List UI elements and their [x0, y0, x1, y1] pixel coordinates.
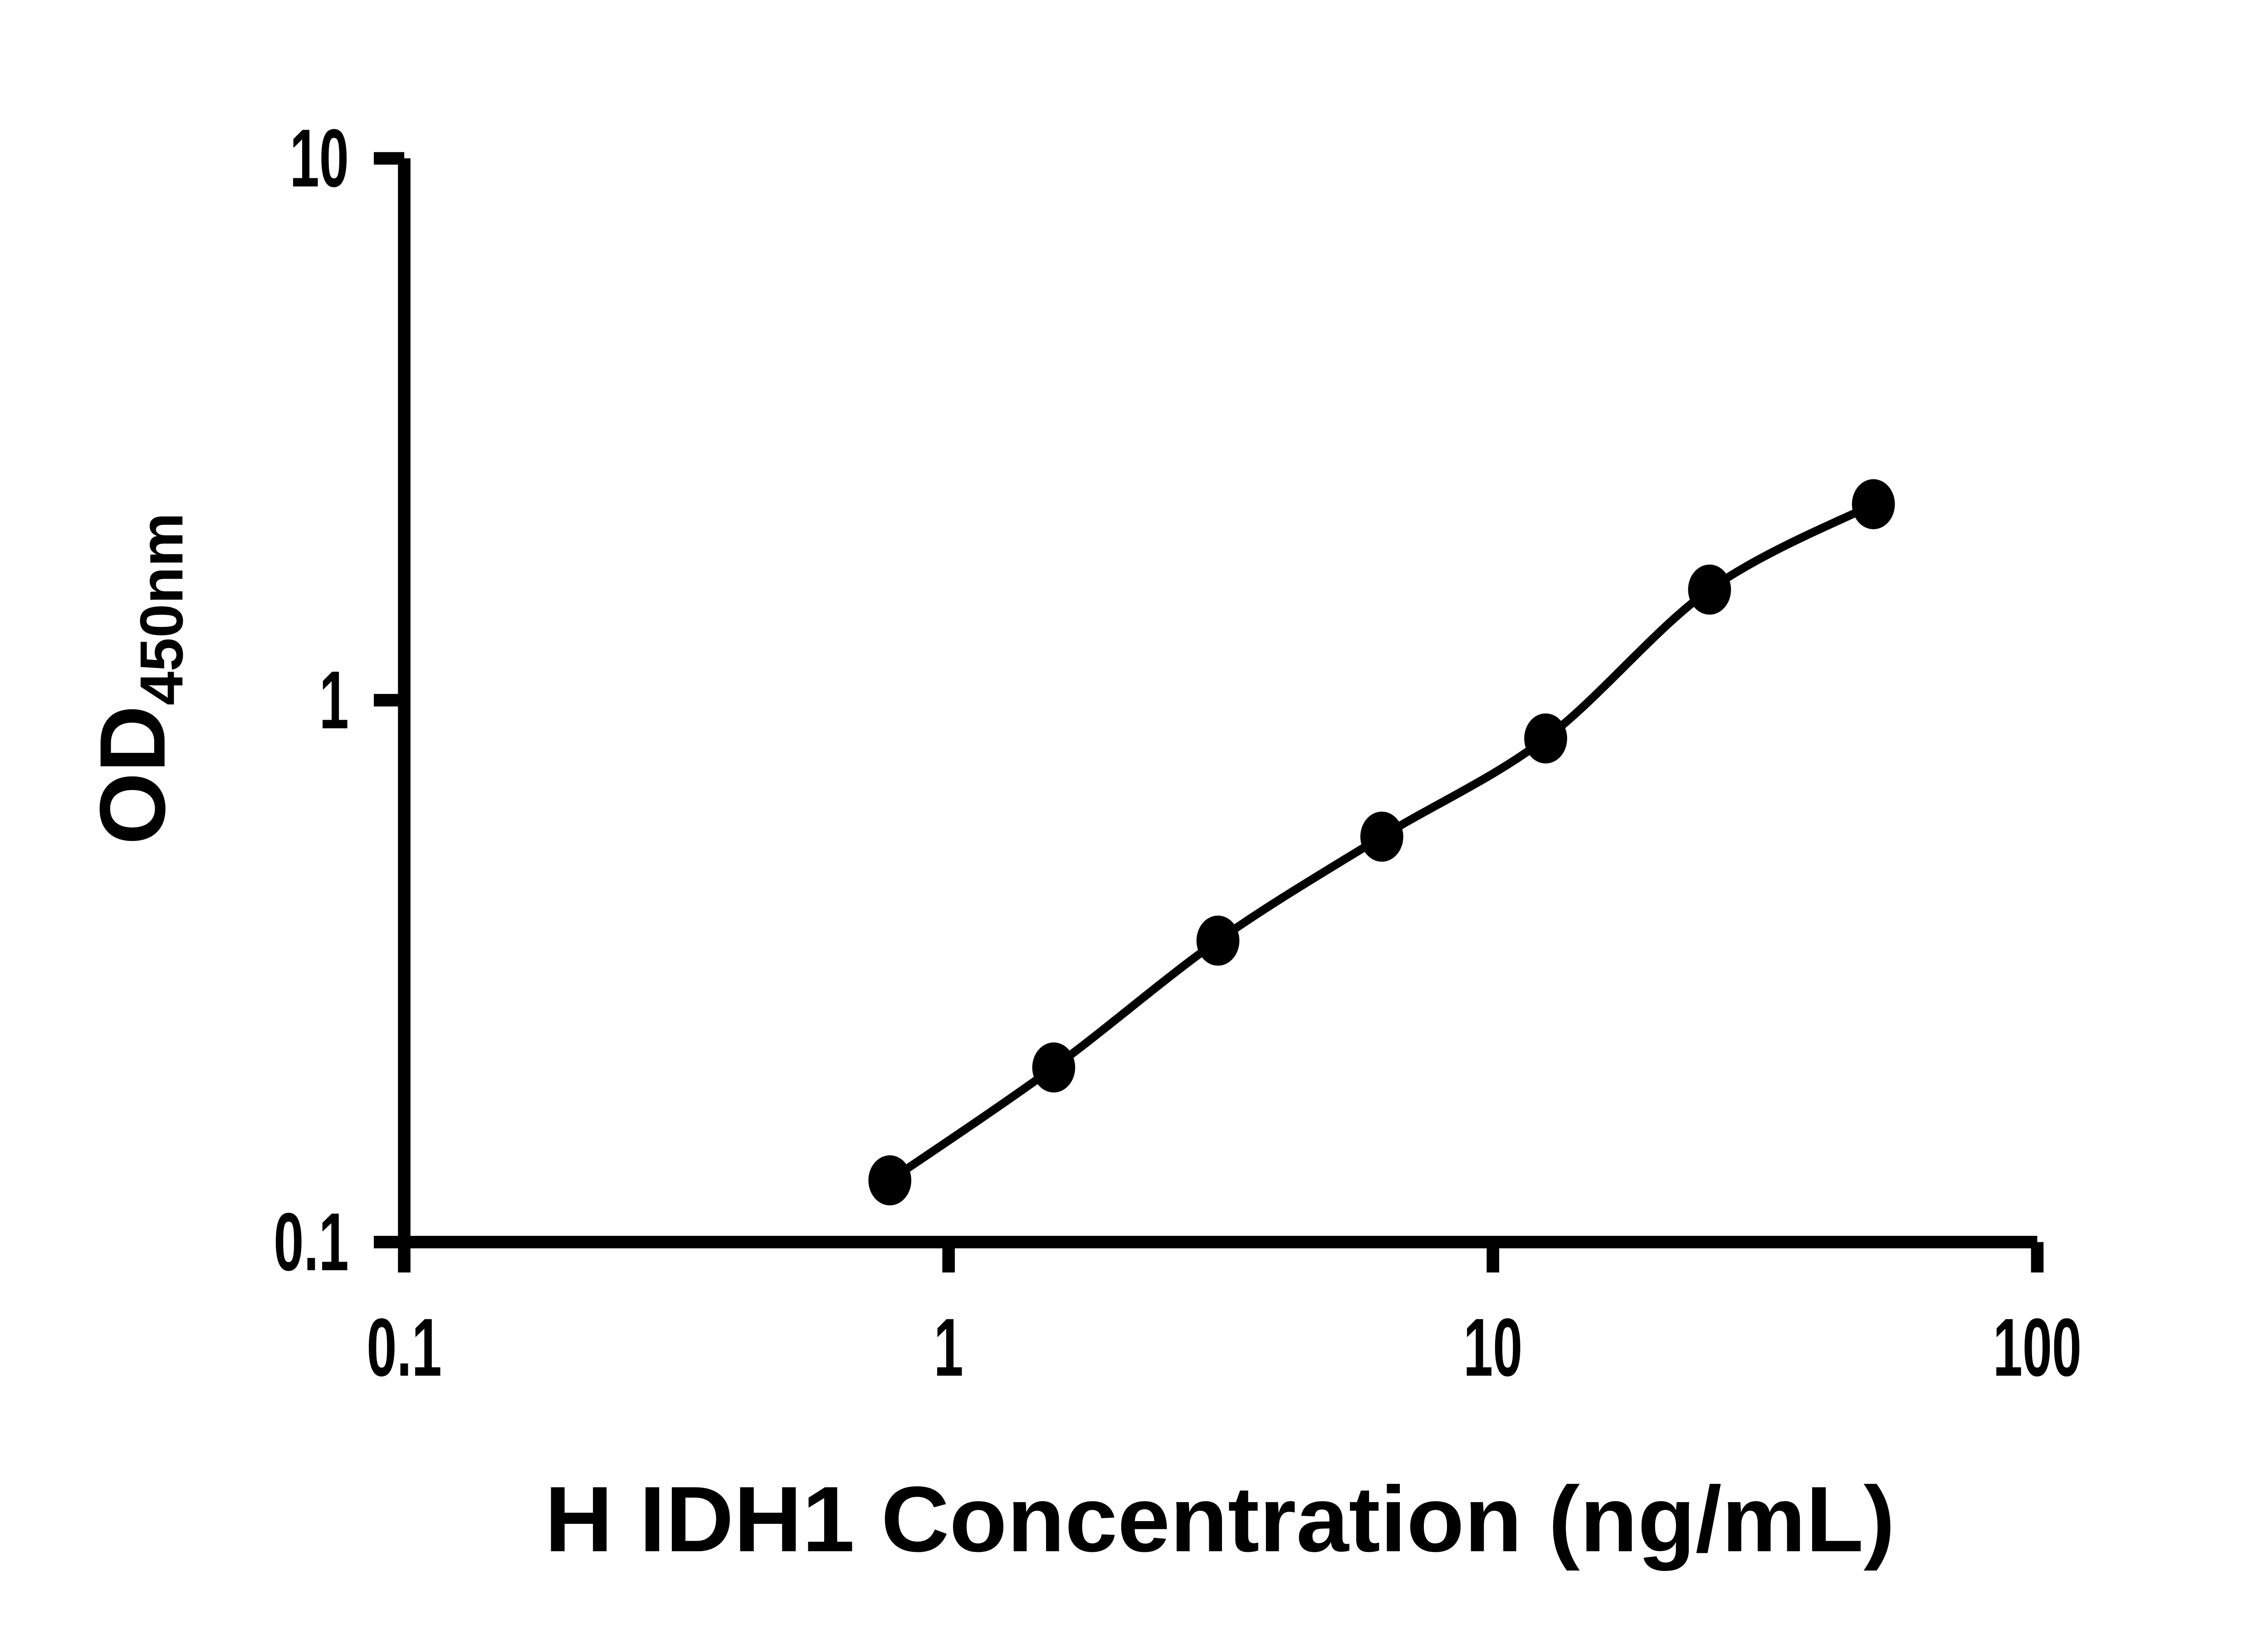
plot-background	[0, 11, 2268, 1638]
data-point-marker	[1196, 915, 1240, 966]
data-point-marker	[1524, 713, 1567, 764]
y-tick-label: 0.1	[274, 1196, 349, 1288]
data-point-marker	[868, 1155, 912, 1205]
x-tick-label: 1	[934, 1302, 963, 1393]
y-axis-title-main: OD	[81, 705, 185, 845]
data-point-marker	[1360, 811, 1403, 862]
data-points	[868, 479, 1895, 1205]
x-tick-label: 100	[1993, 1302, 2082, 1393]
x-tick-label: 0.1	[367, 1302, 442, 1393]
x-axis-title: H IDH1 Concentration (ng/mL)	[545, 1467, 1895, 1571]
y-axis-title: OD450nm	[81, 512, 196, 844]
y-tick-label: 1	[319, 654, 349, 746]
data-point-marker	[1852, 479, 1895, 529]
data-point-marker	[1032, 1042, 1075, 1093]
x-tick-label: 10	[1463, 1302, 1522, 1393]
data-point-marker	[1688, 564, 1731, 615]
x-axis-ticks: 0.1 1 10 100	[367, 1242, 2082, 1393]
y-axis-title-subscript: 450nm	[128, 512, 196, 705]
y-tick-label: 10	[290, 112, 349, 204]
y-axis-ticks: 10 1 0.1	[274, 112, 405, 1288]
